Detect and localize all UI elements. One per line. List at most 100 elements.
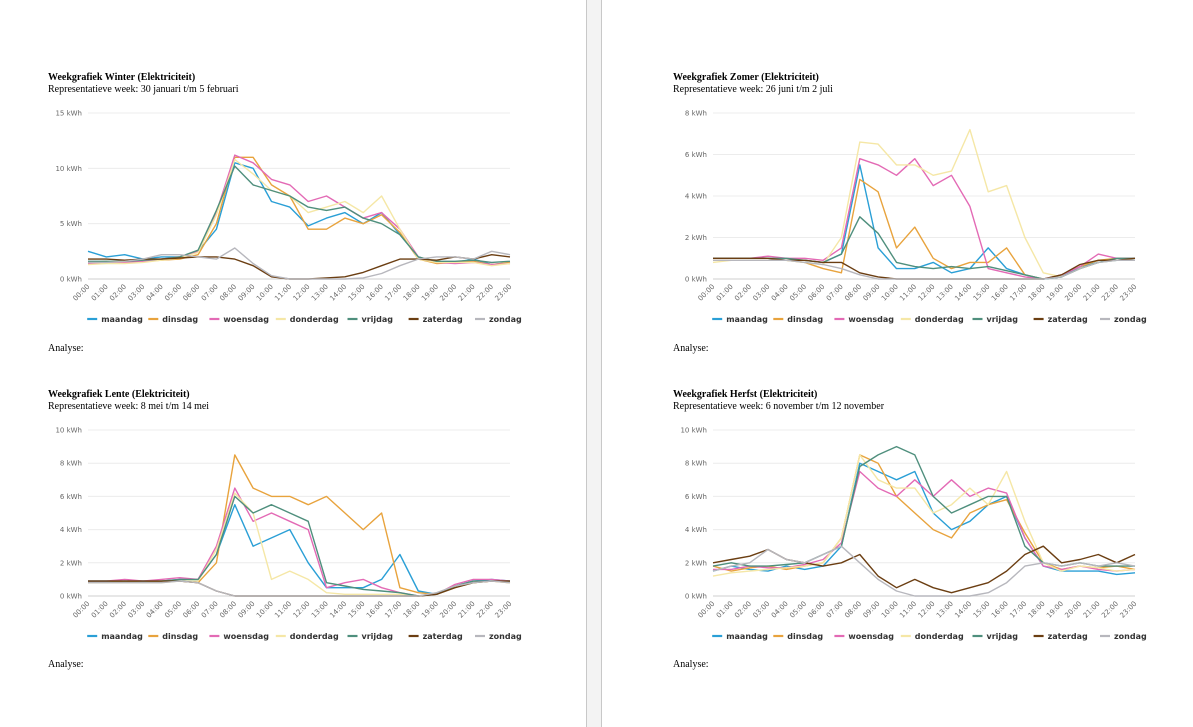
- legend-item-zondag[interactable]: zondag: [1100, 315, 1147, 324]
- legend-label: vrijdag: [987, 632, 1019, 641]
- x-tick-label: 14:00: [328, 600, 348, 620]
- legend-item-vrijdag[interactable]: vrijdag: [347, 632, 394, 641]
- legend-label: woensdag: [848, 632, 894, 641]
- legend-item-dinsdag[interactable]: dinsdag: [773, 315, 823, 324]
- legend-item-maandag[interactable]: maandag: [712, 315, 768, 324]
- y-tick-label: 0 kWh: [60, 593, 82, 601]
- x-tick-label: 17:00: [383, 283, 403, 303]
- legend-item-donderdag[interactable]: donderdag: [275, 315, 339, 324]
- x-tick-label: 18:00: [402, 283, 422, 303]
- y-tick-label: 6 kWh: [685, 493, 707, 501]
- legend-label: donderdag: [290, 315, 339, 324]
- legend-item-zaterdag[interactable]: zaterdag: [408, 632, 463, 641]
- legend-item-woensdag[interactable]: woensdag: [209, 632, 269, 641]
- x-tick-label: 02:00: [108, 600, 128, 620]
- x-tick-label: 05:00: [163, 600, 183, 620]
- chart-panel-winter: Weekgrafiek Winter (Elektriciteit) Repre…: [48, 72, 522, 372]
- x-tick-label: 23:00: [493, 600, 513, 620]
- chart-subtitle: Representatieve week: 26 juni t/m 2 juli: [673, 84, 833, 95]
- x-tick-label: 11:00: [273, 600, 293, 620]
- legend-label: zondag: [1114, 315, 1147, 324]
- legend-item-woensdag[interactable]: woensdag: [834, 632, 894, 641]
- legend-item-zaterdag[interactable]: zaterdag: [1033, 315, 1088, 324]
- analyse-label: Analyse:: [48, 343, 84, 354]
- x-tick-label: 22:00: [1100, 283, 1120, 303]
- x-tick-label: 18:00: [1027, 283, 1047, 303]
- chart-zomer: 0 kWh 2 kWh 4 kWh 6 kWh 8 kWh 00:0001:0002:00…: [685, 110, 1147, 325]
- series-line-zondag: [88, 247, 511, 280]
- y-tick-label: 4 kWh: [685, 193, 707, 201]
- legend-item-woensdag[interactable]: woensdag: [834, 315, 894, 324]
- series-line-dinsdag: [87, 156, 511, 266]
- legend-item-zaterdag[interactable]: zaterdag: [1033, 632, 1088, 641]
- chart-title: Weekgrafiek Winter (Elektriciteit): [48, 72, 196, 83]
- x-tick-label: 16:00: [990, 600, 1010, 620]
- x-tick-label: 05:00: [788, 283, 808, 303]
- y-tick-label: 8 kWh: [685, 460, 707, 468]
- legend-item-vrijdag[interactable]: vrijdag: [347, 315, 394, 324]
- y-tick-label: 2 kWh: [60, 559, 82, 567]
- x-tick-label: 09:00: [237, 283, 257, 303]
- legend-item-maandag[interactable]: maandag: [87, 632, 143, 641]
- legend-item-zaterdag[interactable]: zaterdag: [408, 315, 463, 324]
- legend-label: zondag: [489, 315, 522, 324]
- legend-item-donderdag[interactable]: donderdag: [275, 632, 339, 641]
- x-tick-label: 12:00: [917, 283, 937, 303]
- x-tick-label: 08:00: [843, 600, 863, 620]
- chart-herfst: 0 kWh 2 kWh 4 kWh 6 kWh 8 kWh 10 kWh 00:0001:0…: [680, 427, 1147, 642]
- legend-item-dinsdag[interactable]: dinsdag: [148, 632, 198, 641]
- x-tick-label: 14:00: [953, 600, 973, 620]
- x-tick-label: 13:00: [310, 600, 330, 620]
- x-tick-label: 02:00: [733, 600, 753, 620]
- x-tick-label: 15:00: [972, 600, 992, 620]
- legend-item-vrijdag[interactable]: vrijdag: [972, 315, 1019, 324]
- x-tick-label: 04:00: [770, 600, 790, 620]
- series-line-donderdag: [87, 158, 511, 267]
- x-tick-label: 05:00: [163, 283, 183, 303]
- legend-label: zaterdag: [423, 315, 463, 324]
- legend-item-donderdag[interactable]: donderdag: [900, 632, 964, 641]
- legend-item-maandag[interactable]: maandag: [87, 315, 143, 324]
- x-tick-label: 08:00: [218, 600, 238, 620]
- legend-item-zondag[interactable]: zondag: [475, 632, 522, 641]
- legend-label: zaterdag: [423, 632, 463, 641]
- legend-item-dinsdag[interactable]: dinsdag: [773, 632, 823, 641]
- legend-item-donderdag[interactable]: donderdag: [900, 315, 964, 324]
- series-line-woensdag: [87, 154, 511, 266]
- legend-item-zondag[interactable]: zondag: [475, 315, 522, 324]
- x-tick-label: 20:00: [438, 600, 458, 620]
- x-tick-label: 03:00: [752, 600, 772, 620]
- analyse-label: Analyse:: [673, 343, 709, 354]
- x-tick-label: 07:00: [200, 600, 220, 620]
- legend-item-woensdag[interactable]: woensdag: [209, 315, 269, 324]
- x-tick-label: 21:00: [457, 283, 477, 303]
- x-tick-label: 20:00: [1063, 283, 1083, 303]
- x-tick-label: 00:00: [696, 600, 716, 620]
- x-tick-label: 19:00: [1045, 600, 1065, 620]
- x-tick-label: 22:00: [475, 283, 495, 303]
- legend-item-vrijdag[interactable]: vrijdag: [972, 632, 1019, 641]
- legend-label: maandag: [726, 632, 768, 641]
- series-line-zondag: [713, 259, 1135, 280]
- x-tick-label: 21:00: [1082, 600, 1102, 620]
- x-tick-label: 12:00: [292, 600, 312, 620]
- x-tick-label: 00:00: [71, 283, 91, 303]
- x-tick-label: 23:00: [1118, 283, 1138, 303]
- x-tick-label: 17:00: [1008, 600, 1028, 620]
- x-tick-label: 10:00: [255, 600, 275, 620]
- legend-item-maandag[interactable]: maandag: [712, 632, 768, 641]
- series-line-dinsdag: [88, 454, 511, 595]
- x-tick-label: 07:00: [825, 283, 845, 303]
- x-tick-label: 16:00: [365, 600, 385, 620]
- legend-item-zondag[interactable]: zondag: [1100, 632, 1147, 641]
- legend-label: dinsdag: [162, 315, 198, 324]
- legend-label: woensdag: [223, 632, 269, 641]
- x-tick-label: 18:00: [402, 600, 422, 620]
- legend-item-dinsdag[interactable]: dinsdag: [148, 315, 198, 324]
- x-tick-label: 01:00: [90, 600, 110, 620]
- y-tick-label: 15 kWh: [55, 110, 82, 118]
- legend-label: dinsdag: [162, 632, 198, 641]
- x-tick-label: 07:00: [825, 600, 845, 620]
- y-tick-label: 10 kWh: [680, 427, 707, 435]
- x-tick-label: 11:00: [898, 600, 918, 620]
